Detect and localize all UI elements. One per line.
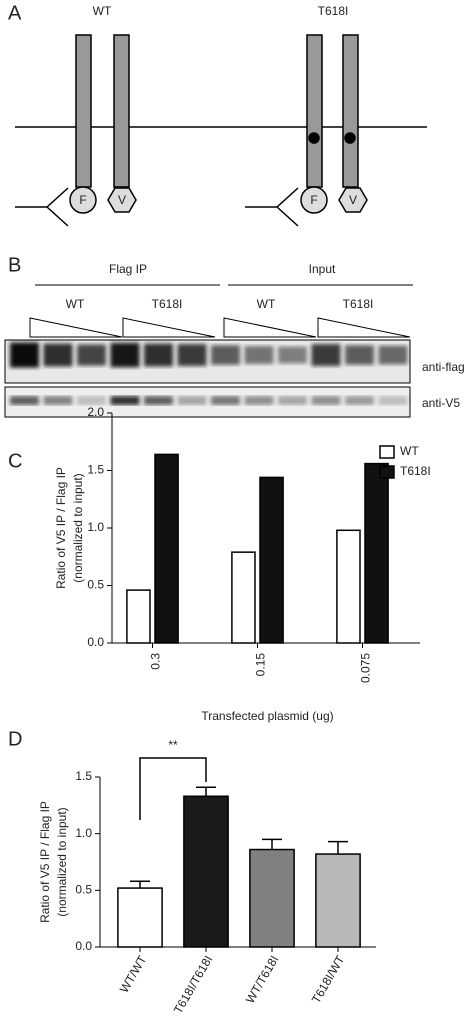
bar [259, 476, 284, 644]
band [345, 345, 374, 365]
ip-group: Input [309, 262, 336, 276]
x-tick-label: 0.15 [254, 653, 268, 677]
panel-label: A [8, 2, 22, 24]
band [177, 344, 207, 366]
lane-label: WT [257, 297, 276, 311]
diagram [15, 34, 427, 227]
legend-label: WT [400, 444, 419, 458]
bar [249, 848, 295, 948]
wedge [29, 317, 123, 338]
domain-label: V [349, 193, 357, 207]
band [43, 343, 73, 367]
wedge [223, 317, 317, 338]
y-tick-label: 2.0 [87, 405, 104, 419]
band [345, 396, 374, 405]
y-tick-label: 0.5 [87, 578, 104, 592]
y-tick-label: 1.0 [75, 826, 92, 840]
blot-label: anti-V5 [422, 396, 460, 410]
bar [336, 529, 361, 644]
y-tick-label: 0.0 [75, 939, 92, 953]
y-tick-label: 0.5 [75, 883, 92, 897]
y-axis-label: Ratio of V5 IP / Flag IP [38, 801, 52, 923]
band [43, 396, 73, 405]
band [378, 345, 408, 365]
band [378, 396, 408, 405]
lane-label: T618I [343, 297, 374, 311]
ip-group: Flag IP [109, 262, 147, 276]
legend-swatch [379, 445, 395, 459]
blots [4, 317, 411, 418]
domain-label: F [79, 193, 86, 207]
bar [315, 853, 361, 948]
x-tick-label: T618I/T618I [171, 953, 215, 1016]
x-tick-label: 0.3 [149, 653, 163, 670]
domain-label: V [118, 193, 126, 207]
band [278, 346, 307, 364]
x-tick-label: T618I/WT [309, 953, 348, 1006]
y-axis-label: (normalized to input) [55, 807, 69, 916]
bar [231, 551, 256, 644]
band [10, 342, 39, 368]
lane-label: T618I [152, 297, 183, 311]
band [77, 344, 106, 366]
band [177, 396, 207, 405]
bar [154, 453, 179, 644]
lane-label: WT [66, 297, 85, 311]
band [10, 396, 39, 405]
band [211, 345, 240, 365]
y-axis-label: (normalized to input) [71, 473, 85, 582]
band [110, 396, 140, 405]
legend-label: T618I [400, 464, 431, 478]
wedge [317, 317, 411, 338]
panel-label: C [8, 450, 22, 472]
significance-bracket [139, 757, 207, 820]
x-tick-label: WT/WT [117, 953, 150, 996]
band [311, 396, 341, 405]
x-tick-label: WT/T618I [243, 953, 281, 1006]
domain-label: F [310, 193, 317, 207]
legend-swatch [379, 465, 395, 479]
x-axis-label: Transfected plasmid (ug) [201, 709, 333, 723]
y-axis-label: Ratio of V5 IP / Flag IP [54, 467, 68, 589]
panel-label: B [8, 254, 21, 276]
wedge [122, 317, 216, 338]
bar [183, 795, 229, 948]
y-tick-label: 1.5 [87, 463, 104, 477]
band [278, 396, 307, 405]
band [77, 396, 106, 405]
x-tick-label: 0.075 [359, 653, 373, 683]
significance-label: ** [168, 738, 178, 752]
blot [4, 386, 411, 418]
band [244, 396, 274, 405]
bar [117, 887, 163, 948]
band [211, 396, 240, 405]
band [244, 346, 274, 364]
group-label: T618I [318, 4, 349, 18]
blot-label: anti-flag [422, 360, 465, 374]
band [311, 344, 341, 366]
y-tick-label: 1.0 [87, 520, 104, 534]
bar [126, 589, 151, 644]
y-tick-label: 1.5 [75, 769, 92, 783]
band [144, 396, 173, 405]
group-label: WT [93, 4, 112, 18]
band [144, 343, 173, 367]
y-tick-label: 0.0 [87, 635, 104, 649]
panel-label: D [8, 728, 22, 750]
bar [364, 462, 389, 644]
band [110, 342, 140, 368]
